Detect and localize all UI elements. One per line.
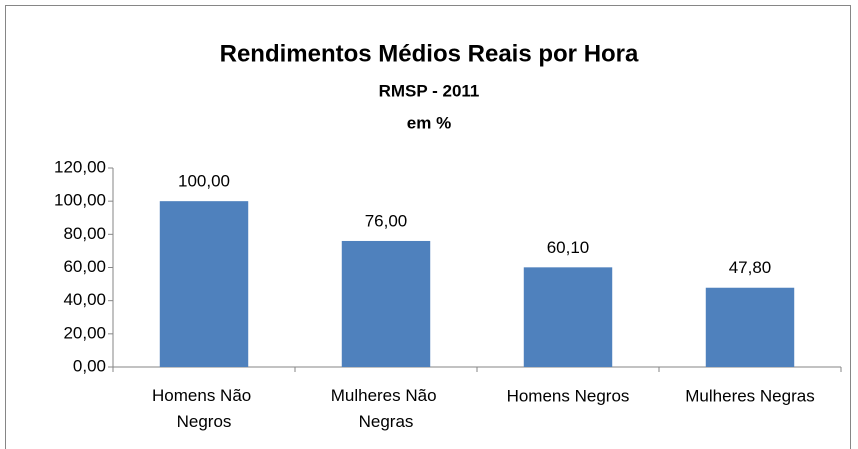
y-tick-label: 0,00 [73,356,106,375]
y-tick-label: 40,00 [63,290,106,309]
chart-subtitle: RMSP - 2011 [379,81,480,100]
x-tick-label: Mulheres Negras [685,386,814,405]
data-label: 60,10 [547,238,590,257]
y-tick-label: 20,00 [63,323,106,342]
y-tick-label: 60,00 [63,257,106,276]
data-label: 47,80 [729,258,772,277]
chart-subtitle: em % [407,113,451,132]
y-tick-label: 100,00 [54,191,106,210]
chart-frame [5,5,851,449]
bar [341,240,431,367]
chart-title: Rendimentos Médios Reais por Hora [220,40,639,67]
x-tick-label: Mulheres Não Negras [331,386,442,431]
x-tick-label: Homens Negros [507,386,630,405]
x-tick-label: Homens Não Negros [152,386,256,431]
y-tick-label: 120,00 [54,157,106,176]
y-tick-label: 80,00 [63,224,106,243]
bar [159,201,249,367]
bar [705,287,795,367]
data-label: 100,00 [178,172,230,191]
bar [523,267,613,367]
data-label: 76,00 [365,211,408,230]
